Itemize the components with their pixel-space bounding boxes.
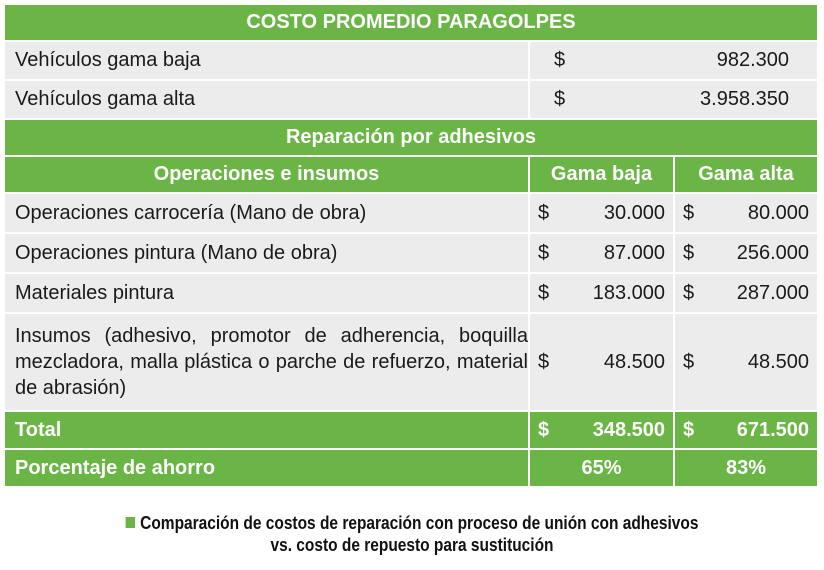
ahorro-gama-alta: 83% xyxy=(675,450,817,486)
gama-baja-value: 30.000 xyxy=(603,201,665,224)
gama-baja-value: 48.500 xyxy=(603,350,665,373)
title-row: COSTO PROMEDIO PARAGOLPES xyxy=(5,5,817,40)
gama-alta-value: 287.000 xyxy=(736,281,809,304)
currency-symbol: $ xyxy=(538,201,550,224)
currency-symbol: $ xyxy=(683,241,695,264)
cost-table: COSTO PROMEDIO PARAGOLPES Vehículos gama… xyxy=(5,5,817,486)
header-gama-alta: Gama alta xyxy=(675,157,817,192)
square-bullet-icon xyxy=(125,517,136,528)
header-operaciones: Operaciones e insumos xyxy=(5,157,528,192)
operation-label: Materiales pintura xyxy=(5,274,528,312)
price-cell: $ 982.300 xyxy=(530,42,817,79)
gama-alta-value: 80.000 xyxy=(747,201,809,224)
operation-label: Insumos (adhesivo, promotor de adherenci… xyxy=(5,314,528,410)
gama-alta-value: 256.000 xyxy=(736,241,809,264)
price-label: Vehículos gama alta xyxy=(5,81,528,118)
section-title-row: Reparación por adhesivos xyxy=(5,120,817,155)
operation-label: Operaciones pintura (Mano de obra) xyxy=(5,234,528,272)
table-row: Operaciones carrocería (Mano de obra) $3… xyxy=(5,194,817,232)
gama-baja-value: 87.000 xyxy=(603,241,665,264)
currency-symbol: $ xyxy=(683,281,695,304)
currency-symbol: $ xyxy=(538,418,550,441)
section-title: Reparación por adhesivos xyxy=(5,120,817,155)
currency-symbol: $ xyxy=(683,350,695,373)
gama-baja-value: 183.000 xyxy=(592,281,665,304)
price-row-alta: Vehículos gama alta $ 3.958.350 xyxy=(5,81,817,118)
currency-symbol: $ xyxy=(683,418,695,441)
table-row: Operaciones pintura (Mano de obra) $87.0… xyxy=(5,234,817,272)
table-title: COSTO PROMEDIO PARAGOLPES xyxy=(5,5,817,40)
price-label: Vehículos gama baja xyxy=(5,42,528,79)
header-row: Operaciones e insumos Gama baja Gama alt… xyxy=(5,157,817,192)
total-gama-baja: 348.500 xyxy=(592,418,665,441)
currency-symbol: $ xyxy=(554,49,566,71)
price-cell: $ 3.958.350 xyxy=(530,81,817,118)
currency-symbol: $ xyxy=(538,241,550,264)
total-label: Total xyxy=(5,412,528,448)
ahorro-row: Porcentaje de ahorro 65% 83% xyxy=(5,450,817,486)
total-gama-alta: 671.500 xyxy=(736,418,809,441)
price-row-baja: Vehículos gama baja $ 982.300 xyxy=(5,42,817,79)
ahorro-gama-baja: 65% xyxy=(530,450,673,486)
table-row: Insumos (adhesivo, promotor de adherenci… xyxy=(5,314,817,410)
price-value: 3.958.350 xyxy=(700,88,789,110)
price-value: 982.300 xyxy=(716,49,789,71)
ahorro-label: Porcentaje de ahorro xyxy=(5,450,528,486)
currency-symbol: $ xyxy=(554,88,566,110)
currency-symbol: $ xyxy=(538,281,550,304)
currency-symbol: $ xyxy=(683,201,695,224)
operation-label: Operaciones carrocería (Mano de obra) xyxy=(5,194,528,232)
gama-alta-value: 48.500 xyxy=(747,350,809,373)
total-row: Total $348.500 $671.500 xyxy=(5,412,817,448)
caption-line-2: vs. costo de repuesto para sustitución xyxy=(270,535,554,555)
header-gama-baja: Gama baja xyxy=(530,157,673,192)
currency-symbol: $ xyxy=(538,350,550,373)
caption-line-1: Comparación de costos de reparación con … xyxy=(140,513,699,533)
table-row: Materiales pintura $183.000 $287.000 xyxy=(5,274,817,312)
figure-caption: Comparación de costos de reparación con … xyxy=(58,512,767,556)
